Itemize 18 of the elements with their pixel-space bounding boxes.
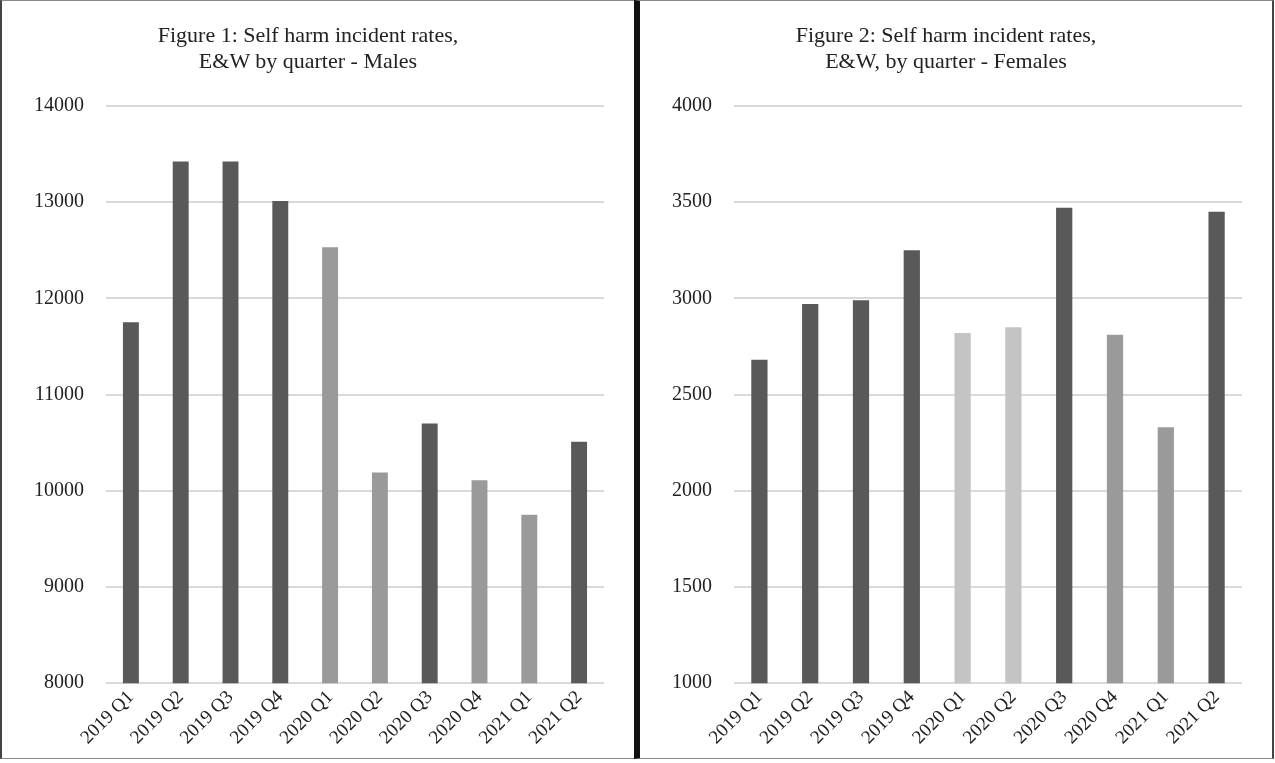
text: E&W, by quarter - Females: [825, 48, 1067, 74]
y-tick-label: 2500: [672, 381, 712, 404]
y-tick-label: 2000: [672, 478, 712, 500]
y-tick-label: 3000: [672, 285, 712, 308]
y-tick-label: 8000: [44, 670, 84, 693]
y-tick-label: 11000: [34, 381, 84, 404]
y-tick-label: 1500: [672, 574, 712, 597]
text: E&W by quarter - Males: [198, 48, 418, 74]
y-tick-label: 13000: [34, 189, 84, 212]
y-tick-label: 1000: [672, 670, 712, 693]
y-tick-label: 12000: [34, 285, 84, 308]
y-tick-label: 3500: [672, 189, 712, 212]
y-tick-label: 4000: [672, 93, 712, 116]
y-tick-label: 10000: [34, 478, 84, 500]
text: Figure 2: Self harm incident rates,: [795, 21, 1097, 47]
text: Figure 1: Self harm incident rates,: [157, 21, 459, 47]
y-tick-label: 9000: [44, 574, 84, 597]
y-tick-label: 14000: [34, 93, 84, 116]
